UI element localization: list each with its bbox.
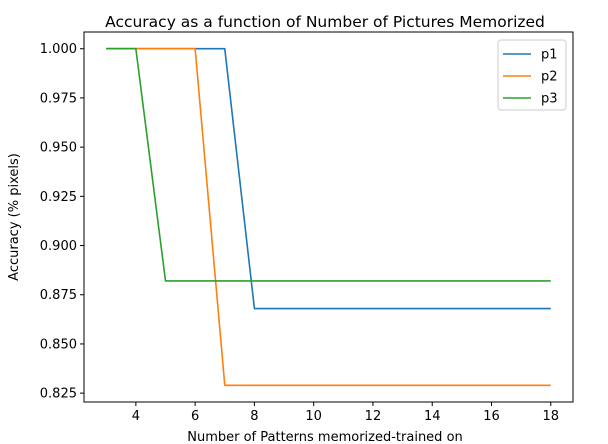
legend-label-p3: p3 — [541, 92, 558, 107]
plot-area — [84, 32, 573, 402]
y-tick-label: 0.875 — [40, 288, 77, 303]
x-tick-label: 4 — [132, 409, 140, 424]
series-lines — [106, 47, 551, 387]
y-tick-label: 0.925 — [40, 190, 77, 205]
x-axis-ticks: 4 6 8 10 12 14 16 18 — [132, 402, 559, 424]
x-tick-label: 10 — [305, 409, 322, 424]
y-tick-label: 0.900 — [40, 239, 77, 254]
chart-title: Accuracy as a function of Number of Pict… — [105, 13, 545, 31]
legend-label-p2: p2 — [541, 70, 558, 85]
x-axis-label: Number of Patterns memorized-trained on — [187, 430, 463, 444]
x-tick-label: 12 — [365, 409, 382, 424]
y-tick-label: 0.850 — [40, 337, 77, 352]
y-axis-label: Accuracy (% pixels) — [7, 153, 22, 281]
y-tick-label: 0.950 — [40, 141, 77, 156]
x-tick-label: 8 — [250, 409, 258, 424]
legend: p1 p2 p3 — [497, 39, 567, 111]
plot-frame — [83, 31, 574, 403]
series-line-p2 — [106, 47, 551, 387]
y-tick-label: 1.000 — [40, 42, 77, 57]
x-tick-label: 16 — [483, 409, 500, 424]
legend-label-p1: p1 — [541, 48, 558, 63]
x-tick-label: 18 — [542, 409, 559, 424]
y-tick-label: 0.975 — [40, 91, 77, 106]
x-tick-label: 14 — [424, 409, 441, 424]
y-axis-ticks: 0.825 0.850 0.875 0.900 0.925 0.950 0.975 1.000 — [40, 42, 84, 402]
x-tick-label: 6 — [191, 409, 199, 424]
legend-box — [497, 39, 567, 111]
y-tick-label: 0.825 — [40, 387, 77, 402]
legend-items: p1 p2 p3 — [503, 48, 558, 107]
series-line-p3 — [106, 47, 551, 282]
